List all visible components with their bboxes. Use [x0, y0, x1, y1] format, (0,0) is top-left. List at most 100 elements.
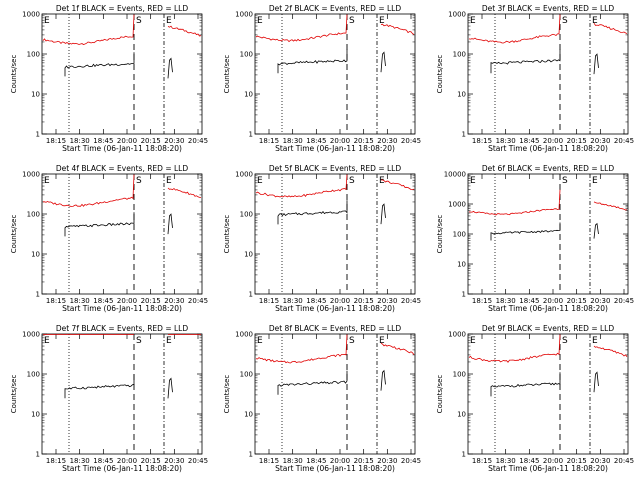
plot-frame [41, 13, 203, 135]
panels-grid: Det 1f BLACK = Events, RED = LLD 1 10 100 10… [10, 4, 634, 473]
marker-label: S [136, 16, 142, 26]
x-tick-label: 20:45 [614, 297, 634, 305]
x-axis-label: Start Time (06-Jan-11 18:08:20) [488, 464, 608, 473]
events-series-line [490, 222, 561, 241]
panel-title: Det 8f BLACK = Events, RED = LLD [269, 324, 402, 333]
y-tick-label: 1 [36, 131, 40, 139]
x-tick-label: 18:45 [306, 297, 326, 305]
y-tick-label: 1 [36, 291, 40, 299]
x-tick-label: 18:15 [46, 457, 66, 465]
events-recovery-line [593, 371, 599, 393]
x-tick-label: 18:30 [283, 457, 303, 465]
plot-frame [41, 333, 203, 455]
panel-title: Det 6f BLACK = Events, RED = LLD [482, 164, 615, 173]
x-axis-label: Start Time (06-Jan-11 18:08:20) [275, 144, 395, 153]
x-tick-label: 20:00 [330, 297, 350, 305]
y-tick-label: 1000 [22, 171, 40, 179]
y-axis-label: Counts/sec [436, 375, 444, 414]
y-tick-label: 10 [457, 411, 466, 419]
marker-label: E [470, 16, 476, 26]
panel-8: Det 8f BLACK = Events, RED = LLD 1 10 100 10… [223, 324, 421, 473]
marker-label: E [592, 336, 598, 346]
x-tick-label: 18:45 [93, 457, 113, 465]
events-series-line [277, 370, 348, 395]
events-series-line [64, 374, 135, 399]
lld-series-line [468, 14, 561, 44]
x-tick-label: 20:15 [354, 297, 374, 305]
lld-series-line [468, 189, 561, 216]
panel-title: Det 4f BLACK = Events, RED = LLD [56, 164, 189, 173]
x-tick-label: 20:45 [401, 297, 421, 305]
x-tick-label: 20:15 [354, 457, 374, 465]
events-series-line [277, 200, 348, 225]
y-tick-label: 1 [462, 131, 466, 139]
x-axis-label: Start Time (06-Jan-11 18:08:20) [488, 304, 608, 313]
x-axis-label: Start Time (06-Jan-11 18:08:20) [275, 464, 395, 473]
panel-2: Det 2f BLACK = Events, RED = LLD 1 10 100 10… [223, 4, 421, 153]
y-tick-label: 1 [462, 451, 466, 459]
x-tick-label: 18:30 [70, 457, 90, 465]
x-axis-label: Start Time (06-Jan-11 18:08:20) [275, 304, 395, 313]
marker-label: E [257, 16, 263, 26]
y-axis-label: Counts/sec [10, 375, 18, 414]
x-tick-label: 20:15 [354, 137, 374, 145]
events-series-line [64, 212, 135, 237]
y-axis-label: Counts/sec [436, 215, 444, 254]
y-tick-label: 100 [240, 371, 253, 379]
y-axis-label: Counts/sec [223, 55, 231, 94]
plot-frame [254, 333, 416, 455]
x-axis-label: Start Time (06-Jan-11 18:08:20) [62, 464, 182, 473]
y-tick-label: 10 [31, 91, 40, 99]
marker-label: E [379, 176, 385, 186]
lld-series-line [255, 14, 348, 43]
y-tick-label: 100 [27, 51, 40, 59]
plot-frame [467, 13, 629, 135]
x-tick-label: 20:30 [590, 457, 610, 465]
marker-label: E [44, 336, 50, 346]
x-tick-label: 20:15 [567, 297, 587, 305]
panel-9: Det 9f BLACK = Events, RED = LLD 1 10 100 10… [436, 324, 634, 473]
x-axis-label: Start Time (06-Jan-11 18:08:20) [488, 144, 608, 153]
y-tick-label: 1000 [448, 11, 466, 19]
y-tick-label: 100 [240, 211, 253, 219]
x-tick-label: 20:45 [188, 297, 208, 305]
y-axis-label: Counts/sec [223, 215, 231, 254]
x-tick-label: 20:30 [377, 297, 397, 305]
events-recovery-line [380, 51, 386, 73]
panel-title: Det 1f BLACK = Events, RED = LLD [56, 4, 189, 13]
y-tick-label: 100 [453, 231, 466, 239]
x-axis-label: Start Time (06-Jan-11 18:08:20) [62, 144, 182, 153]
y-tick-label: 1000 [448, 201, 466, 209]
x-tick-label: 20:15 [141, 297, 161, 305]
x-tick-label: 20:30 [377, 457, 397, 465]
y-axis-label: Counts/sec [10, 215, 18, 254]
lld-series-line [43, 174, 135, 207]
panel-5: Det 5f BLACK = Events, RED = LLD 1 10 100 10… [223, 164, 421, 313]
x-tick-label: 20:00 [543, 137, 563, 145]
marker-label: E [592, 16, 598, 26]
y-tick-label: 100 [27, 211, 40, 219]
marker-label: E [592, 176, 598, 186]
y-tick-label: 1000 [22, 331, 40, 339]
y-tick-label: 10 [244, 91, 253, 99]
y-tick-label: 10 [457, 261, 466, 269]
x-tick-label: 20:00 [117, 457, 137, 465]
x-tick-label: 20:30 [164, 457, 184, 465]
marker-label: E [44, 176, 50, 186]
lld-series-line [255, 174, 348, 198]
panel-1: Det 1f BLACK = Events, RED = LLD 1 10 100 10… [10, 4, 208, 153]
x-tick-label: 18:15 [472, 297, 492, 305]
marker-label: S [349, 16, 355, 26]
x-tick-label: 20:00 [117, 297, 137, 305]
events-recovery-line [167, 57, 173, 79]
lld-recovery-line [593, 345, 628, 358]
x-tick-label: 20:30 [590, 137, 610, 145]
y-tick-label: 1000 [235, 11, 253, 19]
y-tick-label: 1000 [448, 331, 466, 339]
events-recovery-line [380, 203, 386, 225]
x-tick-label: 20:45 [188, 137, 208, 145]
events-series-line [64, 52, 135, 77]
panel-title: Det 2f BLACK = Events, RED = LLD [269, 4, 402, 13]
y-tick-label: 100 [27, 371, 40, 379]
x-tick-label: 18:45 [306, 457, 326, 465]
